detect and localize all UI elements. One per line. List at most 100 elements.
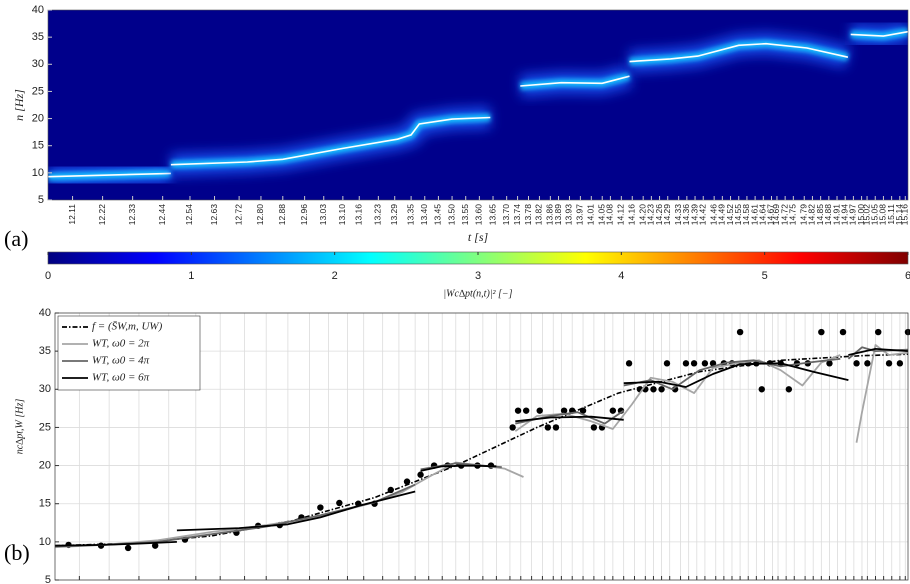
x-tick-label: 12.80 bbox=[255, 204, 265, 226]
x-tick-label: 13.70 bbox=[501, 204, 511, 226]
y-axis-label: n [Hz] bbox=[12, 89, 26, 121]
x-tick-label: 14.29 bbox=[662, 204, 672, 226]
data-point bbox=[853, 360, 859, 366]
x-tick-label: 12.11 bbox=[67, 204, 77, 225]
panel-label: (a) bbox=[4, 226, 28, 251]
x-tick-label: 14.12 bbox=[616, 204, 626, 226]
y-tick-label: 15 bbox=[32, 140, 44, 152]
data-point bbox=[610, 407, 616, 413]
x-tick-label: 12.44 bbox=[157, 204, 167, 226]
y-tick-label: 20 bbox=[32, 112, 44, 124]
data-point bbox=[545, 424, 551, 430]
data-point bbox=[875, 329, 881, 335]
data-point bbox=[786, 386, 792, 392]
data-point bbox=[897, 360, 903, 366]
x-tick-label: 12.33 bbox=[127, 204, 137, 226]
y-tick-label: 25 bbox=[39, 421, 51, 433]
x-tick-label: 13.23 bbox=[373, 204, 383, 226]
colorbar-tick-label: 5 bbox=[762, 270, 768, 282]
x-tick-label: 15.16 bbox=[900, 204, 910, 226]
x-tick-label: 13.03 bbox=[318, 204, 328, 226]
data-point bbox=[317, 504, 323, 510]
data-point bbox=[840, 329, 846, 335]
panel-label: (b) bbox=[4, 540, 30, 565]
colorbar-tick-label: 6 bbox=[905, 270, 910, 282]
data-point bbox=[125, 545, 131, 551]
y-tick-label: 35 bbox=[39, 345, 51, 357]
x-tick-label: 13.35 bbox=[405, 204, 415, 226]
y-tick-label: 35 bbox=[32, 31, 44, 43]
colorbar-label: |Wc∆pt(n,t)|² [−] bbox=[443, 288, 512, 299]
x-tick-label: 13.29 bbox=[389, 204, 399, 226]
data-point bbox=[650, 386, 656, 392]
x-tick-label: 13.65 bbox=[487, 204, 497, 226]
x-tick-label: 13.89 bbox=[553, 204, 563, 226]
x-tick-label: 13.82 bbox=[534, 204, 544, 226]
x-tick-label: 12.72 bbox=[233, 204, 243, 226]
x-tick-label: 14.75 bbox=[788, 204, 798, 226]
y-tick-label: 30 bbox=[32, 58, 44, 70]
x-tick-label: 13.78 bbox=[523, 204, 533, 226]
data-point bbox=[737, 329, 743, 335]
data-point bbox=[759, 386, 765, 392]
x-tick-label: 14.42 bbox=[697, 204, 707, 226]
data-point bbox=[691, 360, 697, 366]
y-tick-label: 20 bbox=[39, 459, 51, 471]
data-point bbox=[658, 386, 664, 392]
x-tick-label: 12.63 bbox=[209, 204, 219, 226]
x-tick-label: 12.88 bbox=[277, 204, 287, 226]
y-tick-label: 5 bbox=[38, 194, 44, 206]
x-tick-label: 12.54 bbox=[184, 204, 194, 226]
y-tick-label: 25 bbox=[32, 85, 44, 97]
data-point bbox=[626, 360, 632, 366]
data-point bbox=[537, 407, 543, 413]
x-tick-label: 13.60 bbox=[474, 204, 484, 226]
data-point bbox=[702, 360, 708, 366]
y-axis-label: nc∆pt,W [Hz] bbox=[14, 399, 25, 455]
data-point bbox=[818, 329, 824, 335]
colorbar-tick-label: 1 bbox=[188, 270, 194, 282]
y-tick-label: 40 bbox=[32, 4, 44, 16]
colorbar-tick-label: 4 bbox=[618, 270, 624, 282]
y-tick-label: 10 bbox=[32, 167, 44, 179]
legend-label: WT, ω0 = 4π bbox=[92, 355, 150, 367]
data-point bbox=[523, 407, 529, 413]
x-tick-label: 12.22 bbox=[97, 204, 107, 226]
x-tick-label: 13.50 bbox=[446, 204, 456, 226]
y-tick-label: 10 bbox=[39, 536, 51, 548]
x-tick-label: 13.16 bbox=[353, 204, 363, 226]
y-tick-label: 5 bbox=[45, 574, 51, 584]
y-tick-label: 30 bbox=[39, 383, 51, 395]
legend-label: WT, ω0 = 6π bbox=[92, 372, 150, 384]
data-point bbox=[336, 500, 342, 506]
colorbar-tick-label: 2 bbox=[332, 270, 338, 282]
x-tick-label: 14.08 bbox=[605, 204, 615, 226]
data-point bbox=[515, 407, 521, 413]
data-point bbox=[417, 472, 423, 478]
x-tick-label: 13.45 bbox=[433, 204, 443, 226]
x-tick-label: 13.97 bbox=[575, 204, 585, 226]
data-point bbox=[509, 424, 515, 430]
y-tick-label: 40 bbox=[39, 307, 51, 319]
colorbar-tick-label: 0 bbox=[45, 270, 51, 282]
legend-label: f = (S̄W,m, UW) bbox=[92, 321, 163, 333]
figure: 51015202530354012.1112.2212.3312.4412.54… bbox=[0, 0, 910, 584]
y-tick-label: 15 bbox=[39, 498, 51, 510]
data-point bbox=[864, 360, 870, 366]
data-point bbox=[886, 360, 892, 366]
legend-label: WT, ω0 = 2π bbox=[92, 338, 150, 350]
data-point bbox=[553, 424, 559, 430]
x-tick-label: 13.93 bbox=[564, 204, 574, 226]
x-tick-label: 13.40 bbox=[419, 204, 429, 226]
x-tick-label: 13.74 bbox=[512, 204, 522, 226]
x-axis-label: t [s] bbox=[468, 230, 489, 244]
data-point bbox=[591, 424, 597, 430]
x-tick-label: 13.55 bbox=[460, 204, 470, 226]
data-point bbox=[664, 360, 670, 366]
x-tick-label: 13.10 bbox=[337, 204, 347, 226]
data-point bbox=[683, 360, 689, 366]
x-tick-label: 12.96 bbox=[299, 204, 309, 226]
x-tick-label: 14.01 bbox=[586, 204, 596, 226]
colorbar-tick-label: 3 bbox=[475, 270, 481, 282]
x-tick-label: 14.16 bbox=[627, 204, 637, 226]
